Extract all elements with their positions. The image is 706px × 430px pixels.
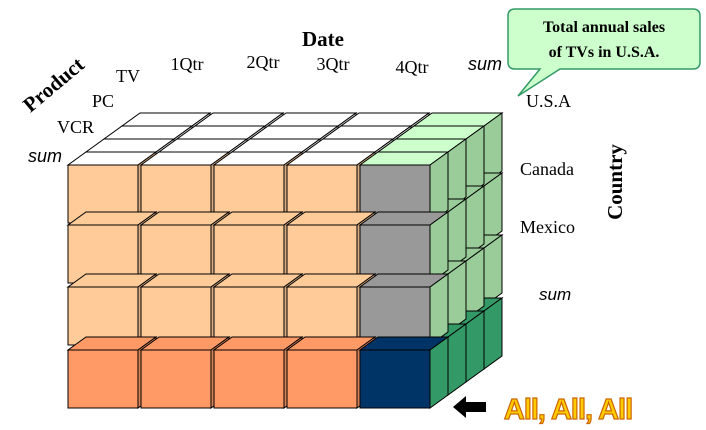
date-label: 1Qtr: [171, 54, 204, 74]
cube-side-face: [483, 234, 503, 307]
cube-front-face: [213, 286, 285, 346]
country-label: Canada: [520, 159, 574, 179]
date-label: 2Qtr: [247, 52, 280, 72]
cube-front-face: [67, 286, 139, 346]
cube-front-face: [286, 286, 358, 346]
country-label: sum: [539, 285, 571, 304]
cube-side-face: [483, 172, 503, 245]
cube-side-face: [465, 247, 485, 320]
cube-side-face: [447, 198, 467, 271]
cube-front-face: [213, 349, 285, 409]
callout-box: [507, 8, 701, 97]
product-labels: TV PC VCR sum: [28, 66, 140, 166]
date-axis-title: Date: [302, 27, 344, 51]
cube-front-face: [286, 349, 358, 409]
cube-front-face: [67, 349, 139, 409]
product-label: sum: [28, 146, 62, 166]
country-axis-title: Country: [603, 144, 627, 220]
cube-front-face: [359, 349, 431, 409]
all-all-all-label: All, All, All: [504, 394, 632, 426]
date-labels: 1Qtr 2Qtr 3Qtr 4Qtr sum: [171, 52, 503, 77]
cube-front-face: [140, 349, 212, 409]
country-labels: U.S.A Canada Mexico sum: [520, 91, 575, 304]
data-cube: [66, 112, 504, 409]
cube-side-face: [447, 323, 467, 396]
cube-side-face: [465, 310, 485, 383]
country-label: U.S.A: [526, 91, 571, 111]
date-label: 3Qtr: [317, 54, 350, 74]
cube-side-face: [429, 211, 449, 284]
cube-side-face: [483, 297, 503, 370]
product-label: VCR: [57, 117, 94, 137]
product-label: PC: [92, 91, 114, 111]
cube-side-face: [429, 336, 449, 409]
callout-line2: of TVs in U.S.A.: [549, 44, 660, 61]
cube-front-face: [140, 286, 212, 346]
country-label: Mexico: [520, 217, 575, 237]
date-label: sum: [468, 54, 502, 74]
product-axis-title: Product: [18, 52, 89, 117]
cube-side-face: [447, 260, 467, 333]
callout-line1: Total annual sales: [543, 19, 665, 36]
cube-side-face: [429, 273, 449, 346]
cube-front-face: [359, 286, 431, 346]
cube-side-face: [465, 185, 485, 258]
callout: Total annual sales of TVs in U.S.A.: [507, 8, 701, 97]
product-label: TV: [116, 66, 140, 86]
left-arrow-icon: [453, 396, 486, 418]
date-label: 4Qtr: [396, 57, 429, 77]
